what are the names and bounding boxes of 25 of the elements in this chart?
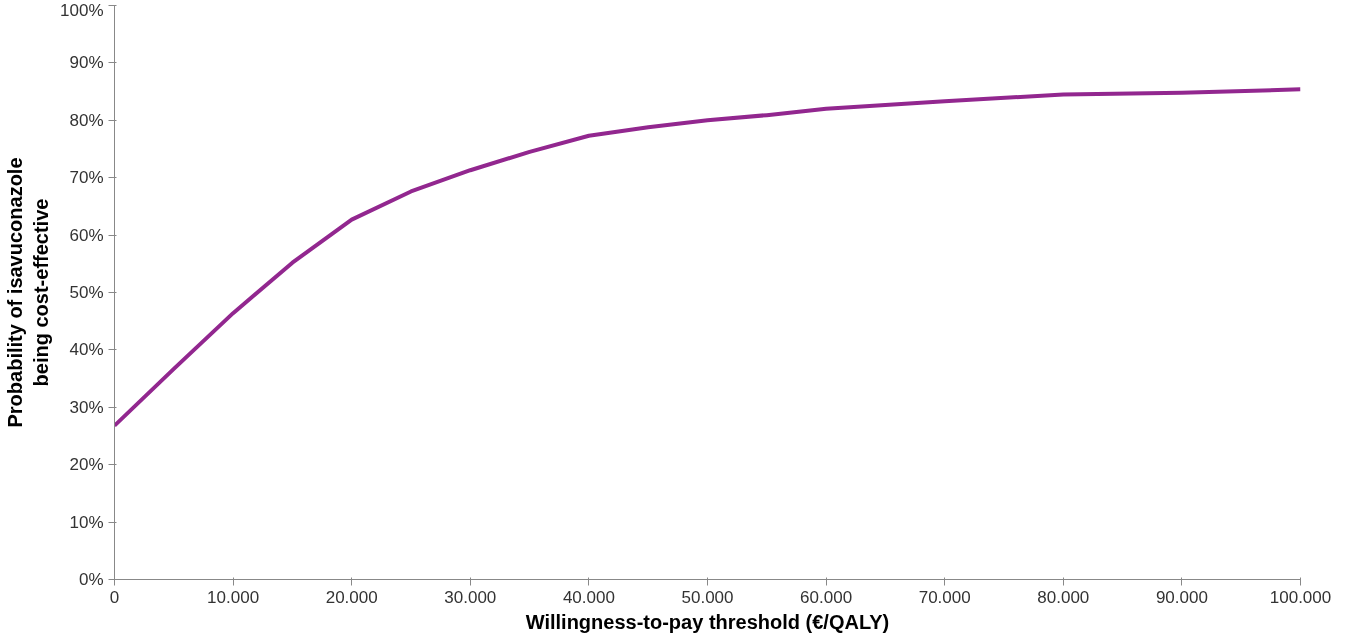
x-tick-label: 60.000 — [800, 587, 853, 607]
y-tick-label: 10% — [69, 512, 104, 532]
y-tick-label: 40% — [69, 340, 104, 360]
x-tick-label: 90.000 — [1155, 587, 1208, 607]
x-tick-label: 50.000 — [681, 587, 734, 607]
x-tick-label: 0 — [109, 587, 120, 607]
y-tick-label: 20% — [69, 455, 104, 475]
y-tick-label: 60% — [69, 225, 104, 245]
y-tick-label: 0% — [78, 570, 104, 589]
x-tick-label: 30.000 — [444, 587, 497, 607]
x-tick-label: 20.000 — [325, 587, 378, 607]
x-tick-label: 70.000 — [918, 587, 971, 607]
y-axis-title: Probability of isavuconazole being cost-effective — [3, 157, 53, 428]
line-series — [114, 87, 1301, 428]
x-tick-label: 40.000 — [562, 587, 615, 607]
x-tick-label: 10.000 — [207, 587, 260, 607]
y-tick-label: 100% — [60, 0, 104, 20]
y-tick-label: 90% — [69, 53, 104, 73]
x-tick-label: 80.000 — [1037, 587, 1090, 607]
y-tick-label: 30% — [69, 397, 104, 417]
y-tick-label: 50% — [69, 283, 104, 302]
x-tick-label: 100.000 — [1269, 587, 1332, 607]
y-tick-label: 80% — [69, 110, 104, 130]
x-axis-title: Willingness-to-pay threshold (€/QALY) — [525, 610, 890, 633]
y-tick-label: 70% — [69, 168, 104, 188]
